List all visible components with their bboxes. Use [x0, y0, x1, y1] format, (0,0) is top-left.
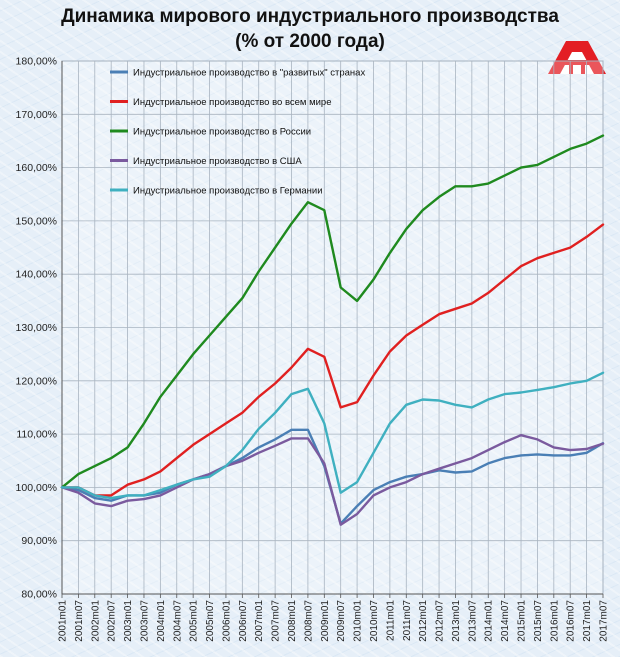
- series-line-4: [60, 434, 605, 526]
- series-lines: [60, 134, 605, 526]
- y-tick-label: 130,00%: [16, 322, 57, 334]
- logo-leg-right: [581, 65, 585, 74]
- legend-label: Индустриальное производство в США: [133, 156, 302, 167]
- x-tick-label: 2001m01: [58, 600, 69, 642]
- y-tick-label: 160,00%: [16, 162, 57, 174]
- brand-logo: [548, 41, 606, 74]
- y-tick-label: 90,00%: [21, 535, 57, 547]
- x-tick-label: 2003m01: [123, 600, 134, 642]
- legend-label: Индустриальное производство в Германии: [133, 186, 323, 197]
- y-tick-label: 140,00%: [16, 269, 57, 281]
- y-tick-label: 180,00%: [16, 56, 57, 68]
- x-tick-label: 2005m07: [205, 600, 216, 642]
- x-tick-label: 2008m07: [303, 600, 314, 642]
- x-tick-label: 2009m01: [320, 600, 331, 642]
- y-tick-label: 170,00%: [16, 109, 57, 121]
- x-tick-label: 2012m07: [435, 600, 446, 642]
- x-tick-label: 2011m01: [385, 600, 396, 641]
- series-line-2: [60, 223, 605, 497]
- x-tick-label: 2005m01: [189, 600, 200, 642]
- chart-subtitle: (% от 2000 года): [235, 31, 385, 52]
- y-tick-label: 110,00%: [16, 429, 57, 441]
- legend: Индустриальное производство в "развитых"…: [110, 68, 365, 197]
- y-axis: 80,00% 90,00% 100,00% 110,00% 120,00% 130,00%…: [16, 56, 63, 601]
- x-tick-label: 2001m07: [74, 600, 85, 642]
- legend-label: Индустриальное производство во всем мире: [133, 97, 332, 108]
- x-tick-label: 2016m01: [549, 600, 560, 642]
- series-line-5: [60, 371, 605, 500]
- x-tick-label: 2015m07: [533, 600, 544, 642]
- x-tick-label: 2013m07: [467, 600, 478, 642]
- x-tick-label: 2003m07: [139, 600, 150, 642]
- x-tick-label: 2002m07: [107, 600, 118, 642]
- logo-bar: [556, 60, 598, 65]
- y-tick-label: 150,00%: [16, 215, 57, 227]
- chart-title: Динамика мирового индустриального произв…: [61, 6, 559, 27]
- x-tick-label: 2008m01: [287, 600, 298, 642]
- x-tick-label: 2006m07: [238, 600, 249, 642]
- x-tick-label: 2007m07: [271, 600, 282, 642]
- y-tick-label: 120,00%: [16, 375, 57, 387]
- x-tick-label: 2006m01: [221, 600, 232, 642]
- x-tick-label: 2016m07: [566, 600, 577, 642]
- x-tick-label: 2012m01: [418, 600, 429, 642]
- x-tick-label: 2009m07: [336, 600, 347, 642]
- logo-leg-left: [569, 65, 573, 74]
- x-tick-label: 2013m01: [451, 600, 462, 642]
- legend-label: Индустриальное производство в России: [133, 127, 311, 138]
- x-tick-label: 2007m01: [254, 600, 265, 642]
- x-tick-label: 2014m01: [484, 600, 495, 642]
- x-tick-label: 2002m01: [90, 600, 101, 642]
- x-axis: 2001m01 2001m07 2002m01 2002m07 2003m01 2003m…: [58, 593, 610, 642]
- legend-label: Индустриальное производство в "развитых"…: [133, 68, 365, 79]
- x-tick-label: 2010m07: [369, 600, 380, 642]
- x-tick-label: 2011m07: [402, 600, 413, 641]
- x-tick-label: 2004m07: [172, 600, 183, 642]
- x-tick-label: 2004m01: [156, 600, 167, 642]
- series-line-3: [60, 134, 605, 489]
- x-tick-label: 2014m07: [500, 600, 511, 642]
- x-tick-label: 2015m01: [517, 600, 528, 642]
- y-tick-label: 80,00%: [21, 589, 57, 601]
- x-tick-label: 2017m07: [599, 600, 610, 642]
- x-tick-label: 2010m01: [353, 600, 364, 642]
- y-tick-label: 100,00%: [16, 482, 57, 494]
- x-tick-label: 2017m01: [582, 600, 593, 642]
